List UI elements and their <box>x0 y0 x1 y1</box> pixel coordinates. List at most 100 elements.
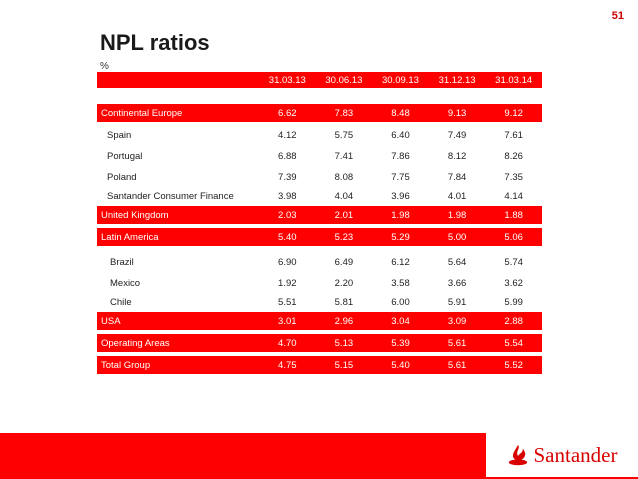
page-number: 51 <box>611 10 624 22</box>
value-cell: 9.12 <box>504 107 523 119</box>
value-cell: 2.20 <box>334 278 354 289</box>
row-label: Mexico <box>110 278 141 289</box>
value-cell: 5.51 <box>278 297 297 308</box>
value-cell: 5.29 <box>391 231 410 243</box>
value-cell: 8.08 <box>334 172 354 183</box>
value-cell: 7.39 <box>278 172 297 183</box>
brand-name: Santander <box>533 442 618 467</box>
value-cell: 3.09 <box>447 315 467 327</box>
value-cell: 5.64 <box>447 257 467 268</box>
row-label: Santander Consumer Finance <box>107 191 234 202</box>
value-cell: 7.49 <box>447 130 467 141</box>
row-label: Chile <box>110 297 132 308</box>
value-cell: 5.06 <box>504 231 523 243</box>
value-cell: 4.04 <box>334 191 354 202</box>
table-row-mexico: Mexico 1.92 2.20 3.58 3.66 3.62 <box>97 273 542 294</box>
value-cell: 1.92 <box>278 278 297 289</box>
value-cell: 5.23 <box>334 231 354 243</box>
table-row-usa: USA 3.01 2.96 3.04 3.09 2.88 <box>97 312 542 330</box>
table-row-santander-consumer-finance: Santander Consumer Finance 3.98 4.04 3.9… <box>97 188 542 205</box>
value-cell: 6.40 <box>391 130 410 141</box>
value-cell: 5.39 <box>391 337 410 349</box>
value-cell: 8.26 <box>504 151 523 162</box>
row-label: Portugal <box>107 151 143 162</box>
value-cell: 7.83 <box>334 107 354 119</box>
value-cell: 8.48 <box>391 107 410 119</box>
value-cell: 3.01 <box>278 315 297 327</box>
value-cell: 2.96 <box>334 315 354 327</box>
table-row-continental-europe: Continental Europe 6.62 7.83 8.48 9.13 9… <box>97 104 542 122</box>
date-header: 31.03.14 <box>495 74 533 86</box>
row-label: Brazil <box>110 257 134 268</box>
row-label: Continental Europe <box>101 107 183 119</box>
date-header: 30.06.13 <box>325 74 363 86</box>
value-cell: 4.75 <box>278 359 297 371</box>
value-cell: 5.13 <box>334 337 354 349</box>
table-row-brazil: Brazil 6.90 6.49 6.12 5.64 5.74 <box>97 252 542 273</box>
table-row-total-group: Total Group 4.75 5.15 5.40 5.61 5.52 <box>97 356 542 374</box>
table-row-spain: Spain 4.12 5.75 6.40 7.49 7.61 <box>97 125 542 146</box>
value-cell: 5.40 <box>391 359 410 371</box>
santander-logo: Santander <box>486 433 638 477</box>
row-label: USA <box>101 315 121 327</box>
santander-flame-icon <box>508 444 527 466</box>
value-cell: 5.99 <box>504 297 523 308</box>
value-cell: 6.62 <box>278 107 297 119</box>
value-cell: 1.88 <box>504 209 523 221</box>
value-cell: 7.61 <box>504 130 523 141</box>
value-cell: 6.90 <box>278 257 297 268</box>
value-cell: 5.54 <box>504 337 523 349</box>
value-cell: 5.61 <box>447 359 467 371</box>
date-header: 31.12.13 <box>438 74 476 86</box>
date-header: 31.03.13 <box>268 74 306 86</box>
npl-table: 31.03.13 30.06.13 30.09.13 31.12.13 31.0… <box>97 72 542 374</box>
page-title: NPL ratios <box>100 30 210 55</box>
value-cell: 8.12 <box>447 151 467 162</box>
value-cell: 4.70 <box>278 337 297 349</box>
value-cell: 6.00 <box>391 297 410 308</box>
value-cell: 9.13 <box>447 107 467 119</box>
value-cell: 7.75 <box>391 172 410 183</box>
row-label: Operating Areas <box>101 337 170 349</box>
value-cell: 6.88 <box>278 151 297 162</box>
value-cell: 7.84 <box>447 172 467 183</box>
value-cell: 7.41 <box>334 151 354 162</box>
value-cell: 5.15 <box>334 359 354 371</box>
value-cell: 4.01 <box>447 191 467 202</box>
value-cell: 3.04 <box>391 315 410 327</box>
value-cell: 6.49 <box>334 257 354 268</box>
value-cell: 4.14 <box>504 191 523 202</box>
table-header-row: 31.03.13 30.06.13 30.09.13 31.12.13 31.0… <box>97 72 542 88</box>
date-header: 30.09.13 <box>381 74 419 86</box>
value-cell: 5.75 <box>334 130 354 141</box>
value-cell: 1.98 <box>391 209 410 221</box>
row-label: Total Group <box>101 359 151 371</box>
value-cell: 3.98 <box>278 191 297 202</box>
unit-label: % <box>100 61 109 72</box>
value-cell: 2.01 <box>334 209 354 221</box>
row-label: Spain <box>107 130 132 141</box>
table-row-latin-america: Latin America 5.40 5.23 5.29 5.00 5.06 <box>97 228 542 246</box>
table-row-portugal: Portugal 6.88 7.41 7.86 8.12 8.26 <box>97 146 542 167</box>
value-cell: 3.66 <box>447 278 467 289</box>
value-cell: 7.86 <box>391 151 410 162</box>
value-cell: 7.35 <box>504 172 523 183</box>
value-cell: 5.00 <box>447 231 467 243</box>
value-cell: 1.98 <box>447 209 467 221</box>
value-cell: 5.40 <box>278 231 297 243</box>
table-row-chile: Chile 5.51 5.81 6.00 5.91 5.99 <box>97 294 542 311</box>
table-row-united-kingdom: United Kingdom 2.03 2.01 1.98 1.98 1.88 <box>97 206 542 224</box>
footer-band: Santander <box>0 433 638 479</box>
value-cell: 5.81 <box>334 297 354 308</box>
value-cell: 5.52 <box>504 359 523 371</box>
value-cell: 3.96 <box>391 191 410 202</box>
value-cell: 6.12 <box>391 257 410 268</box>
row-label: Poland <box>107 172 137 183</box>
value-cell: 3.62 <box>504 278 523 289</box>
value-cell: 4.12 <box>278 130 297 141</box>
value-cell: 3.58 <box>391 278 410 289</box>
value-cell: 2.03 <box>278 209 297 221</box>
value-cell: 5.61 <box>447 337 467 349</box>
value-cell: 5.91 <box>447 297 467 308</box>
row-label: United Kingdom <box>101 209 169 221</box>
